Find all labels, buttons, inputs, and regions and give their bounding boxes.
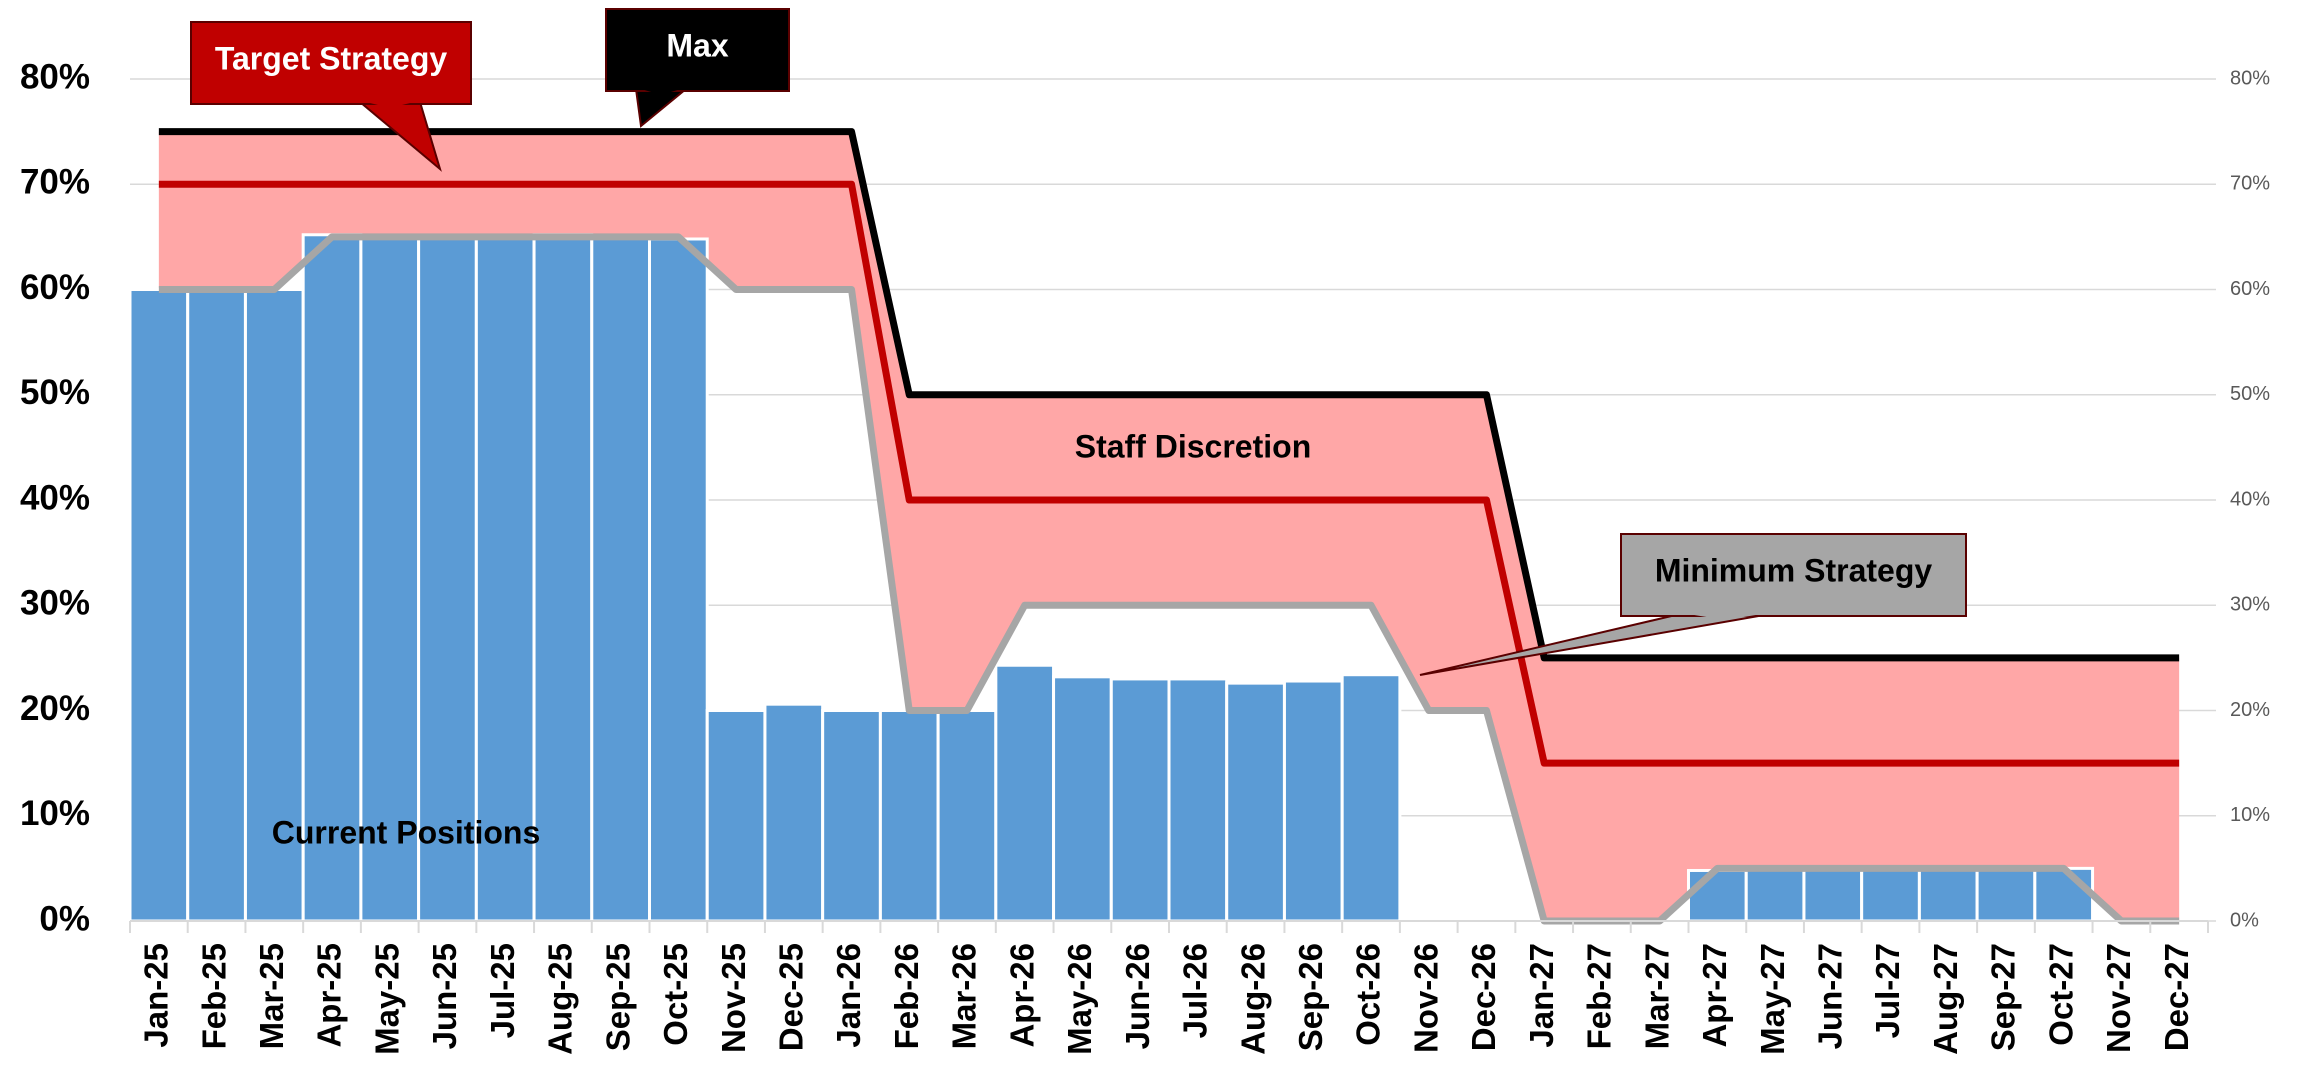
y-tick-label: 40% <box>20 478 90 517</box>
x-tick-label: Dec-25 <box>773 943 810 1051</box>
x-tick-label: Apr-27 <box>1696 943 1733 1048</box>
x-tick-label: Apr-25 <box>311 943 348 1048</box>
band-label: Staff Discretion <box>1075 428 1311 464</box>
series-line <box>158 128 2180 662</box>
x-tick-label: Jun-27 <box>1812 943 1849 1049</box>
bar <box>417 235 478 923</box>
bar <box>474 235 536 923</box>
bar <box>532 233 594 923</box>
y2-tick-label: 70% <box>2230 173 2270 195</box>
staff-discretion-band <box>158 131 2180 921</box>
x-tick-label: Jun-26 <box>1119 943 1156 1049</box>
bar <box>1282 679 1344 923</box>
x-tick-label: Feb-26 <box>888 943 925 1049</box>
bar <box>705 709 767 923</box>
x-tick-label: Feb-27 <box>1581 943 1618 1049</box>
x-tick-label: Jul-27 <box>1869 943 1906 1038</box>
bar-label: Current Positions <box>272 814 540 850</box>
x-tick-label: Oct-27 <box>2042 943 2079 1046</box>
x-tick-label: Nov-27 <box>2100 943 2137 1053</box>
x-tick-label: Oct-25 <box>657 943 694 1046</box>
y-tick-label: 80% <box>20 57 90 96</box>
bar <box>994 663 1056 923</box>
bar <box>1802 866 1864 923</box>
y2-tick-label: 60% <box>2230 278 2270 300</box>
max-callout-box <box>605 8 790 92</box>
y2-tick-label: 40% <box>2230 488 2270 510</box>
y2-tick-label: 10% <box>2230 804 2270 826</box>
bar <box>301 233 363 923</box>
x-tick-label: Aug-25 <box>542 943 579 1055</box>
y2-tick-label: 20% <box>2230 699 2270 721</box>
x-tick-label: Mar-25 <box>253 943 290 1049</box>
y-tick-label: 20% <box>20 689 90 728</box>
series-line <box>158 233 2180 925</box>
max-callout-pointer-join <box>638 88 684 95</box>
y2-tick-label: 50% <box>2230 383 2270 405</box>
bar <box>1687 868 1748 923</box>
bar <box>359 235 421 923</box>
x-tick-label: Apr-26 <box>1003 943 1040 1048</box>
bar <box>2033 866 2095 923</box>
target-callout-label: Target Strategy <box>215 40 448 76</box>
x-tick-label: Sep-26 <box>1292 943 1329 1051</box>
max-callout-label: Max <box>666 27 728 63</box>
minimum-callout-box <box>1620 533 1967 617</box>
y-tick-label: 50% <box>20 373 90 412</box>
x-tick-label: Jan-26 <box>830 943 867 1048</box>
bar <box>1860 866 1921 923</box>
x-tick-label: Mar-27 <box>1638 943 1675 1049</box>
x-tick-label: Sep-27 <box>1985 943 2022 1051</box>
bar <box>1340 673 1402 923</box>
bar <box>1975 866 2037 923</box>
x-tick-label: Nov-25 <box>715 943 752 1053</box>
bar <box>1167 677 1229 923</box>
bar <box>648 237 709 923</box>
x-tick-label: Dec-26 <box>1465 943 1502 1051</box>
x-tick-label: Aug-27 <box>1927 943 1964 1055</box>
bar <box>763 702 825 923</box>
target-callout-pointer-join <box>362 101 418 108</box>
x-tick-label: Aug-26 <box>1234 943 1271 1055</box>
x-tick-label: Sep-25 <box>599 943 636 1051</box>
bar <box>186 288 247 923</box>
x-tick-label: May-26 <box>1061 943 1098 1055</box>
bar <box>1109 677 1171 923</box>
x-tick-label: Jul-25 <box>484 943 521 1038</box>
series-line <box>158 180 2180 767</box>
x-tick-label: Mar-26 <box>946 943 983 1049</box>
x-tick-label: Nov-26 <box>1407 943 1444 1053</box>
y2-tick-label: 0% <box>2230 909 2259 931</box>
bar <box>1225 681 1286 923</box>
bar <box>590 235 651 923</box>
y2-tick-label: 80% <box>2230 67 2270 89</box>
bar <box>128 288 190 923</box>
x-tick-label: Jun-25 <box>426 943 463 1049</box>
x-tick-label: Jan-25 <box>138 943 175 1048</box>
minimum-callout-pointer-join <box>1682 613 1768 620</box>
y-tick-label: 30% <box>20 584 90 623</box>
y-tick-label: 60% <box>20 268 90 307</box>
x-tick-label: May-27 <box>1754 943 1791 1055</box>
target-callout-box <box>190 21 472 105</box>
y-tick-label: 10% <box>20 794 90 833</box>
x-tick-label: Feb-25 <box>195 943 232 1049</box>
x-tick-label: Jul-26 <box>1177 943 1214 1038</box>
bar <box>1052 675 1113 923</box>
x-tick-label: Oct-26 <box>1350 943 1387 1046</box>
bar <box>878 709 940 923</box>
x-tick-label: Dec-27 <box>2158 943 2195 1051</box>
bar <box>821 709 882 923</box>
x-tick-label: May-25 <box>368 943 405 1055</box>
bar <box>936 709 998 923</box>
bar <box>1744 866 1806 923</box>
y-tick-label: 70% <box>20 163 90 202</box>
minimum-callout-label: Minimum Strategy <box>1655 552 1933 588</box>
y-tick-label: 0% <box>39 899 90 938</box>
y2-tick-label: 30% <box>2230 594 2270 616</box>
x-tick-label: Jan-27 <box>1523 943 1560 1048</box>
bar <box>1917 867 1979 923</box>
